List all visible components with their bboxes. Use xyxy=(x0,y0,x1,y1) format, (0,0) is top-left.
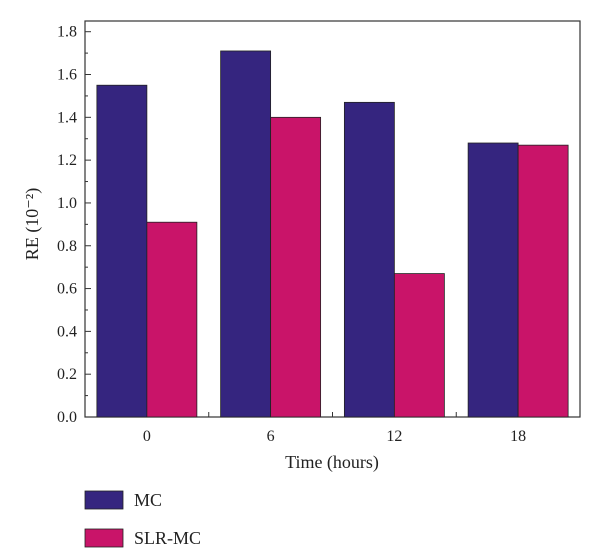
x-axis-title: Time (hours) xyxy=(285,452,379,473)
y-tick-label: 0.8 xyxy=(57,238,77,255)
y-tick-label: 1.0 xyxy=(57,195,77,212)
x-tick-label: 18 xyxy=(510,428,526,445)
y-axis-title: RE (10⁻²) xyxy=(22,188,43,260)
legend-label: MC xyxy=(134,490,162,510)
y-tick-label: 1.8 xyxy=(57,24,77,41)
x-tick-label: 12 xyxy=(386,428,402,445)
bars xyxy=(96,50,569,418)
legend-swatch-slr-mc xyxy=(84,528,124,548)
bar-slr-mc-18 xyxy=(517,144,569,418)
x-axis: 0 6 12 18 xyxy=(143,412,526,445)
legend-label: SLR-MC xyxy=(134,528,201,548)
bar-mc-12 xyxy=(343,101,395,418)
y-tick-label: 1.4 xyxy=(57,109,77,126)
y-tick-label: 0.4 xyxy=(57,323,77,340)
legend: MC SLR-MC xyxy=(84,490,201,548)
y-tick-label: 1.2 xyxy=(57,152,77,169)
y-tick-label: 0.0 xyxy=(57,409,77,426)
bar-slr-mc-12 xyxy=(393,273,445,418)
y-tick-label: 1.6 xyxy=(57,67,77,84)
x-tick-label: 6 xyxy=(267,428,275,445)
y-tick-label: 0.6 xyxy=(57,281,77,298)
bar-slr-mc-6 xyxy=(270,116,322,418)
legend-swatch-mc xyxy=(84,490,124,510)
bar-slr-mc-0 xyxy=(146,221,198,418)
bar-mc-6 xyxy=(220,50,272,418)
y-tick-label: 0.2 xyxy=(57,366,77,383)
bar-mc-0 xyxy=(96,84,148,418)
bar-mc-18 xyxy=(467,142,519,418)
x-tick-label: 0 xyxy=(143,428,151,445)
y-axis: 0.0 0.2 0.4 0.6 0.8 1.0 1.2 1.4 1.6 1.8 xyxy=(57,24,91,426)
